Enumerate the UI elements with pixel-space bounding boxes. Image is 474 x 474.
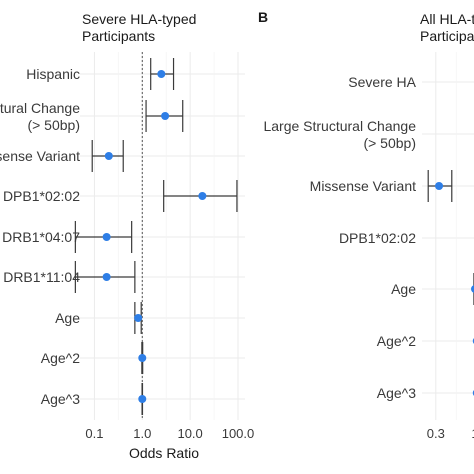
row-label: DRB1*11:04 (3, 269, 80, 285)
row-label: DPB1*02:02 (3, 188, 80, 204)
chart-title-line: Severe HLA-typed (82, 11, 196, 27)
row-label: Age^3 (377, 385, 416, 401)
estimate-point (157, 70, 166, 78)
row-label: Age (391, 281, 416, 297)
x-tick-label: 1.0 (133, 426, 151, 441)
estimate-point (134, 314, 143, 322)
x-tick-label: 0.3 (427, 426, 445, 441)
chart-title-line: All HLA-typed (420, 11, 474, 27)
row-label: Age (55, 310, 80, 326)
chart-title-line: Participants (82, 28, 155, 44)
estimate-point (104, 152, 113, 160)
x-tick-label: 0.1 (85, 426, 103, 441)
row-label: Severe HA (348, 74, 416, 90)
row-label: Age^2 (41, 350, 80, 366)
row-label: DPB1*02:02 (339, 230, 416, 246)
row-label: Age^3 (41, 391, 80, 407)
row-label-line: Structural Change (0, 100, 80, 116)
row-label: Hispanic (26, 66, 80, 82)
row-label: Age^2 (377, 333, 416, 349)
row-label: DRB1*04:07 (2, 229, 80, 245)
estimate-point (161, 112, 170, 120)
x-axis-title: Odds Ratio (129, 445, 199, 461)
row-label-line: (> 50bp) (363, 135, 416, 151)
row-label: Missense Variant (0, 148, 80, 164)
panel-label: B (258, 9, 268, 25)
row-label-line: (> 50bp) (27, 117, 80, 133)
x-tick-label: 100.0 (222, 426, 255, 441)
row-label: Missense Variant (310, 178, 416, 194)
estimate-point (198, 192, 207, 200)
estimate-point (138, 395, 147, 403)
estimate-point (102, 233, 111, 241)
x-tick-label: 10.0 (177, 426, 202, 441)
estimate-point (435, 182, 444, 190)
estimate-point (138, 354, 147, 362)
chart-title-line: Participants (420, 28, 474, 44)
row-label-line: Large Structural Change (263, 118, 416, 134)
estimate-point (471, 285, 474, 293)
x-tick-label: 1. (471, 426, 474, 441)
estimate-point (102, 273, 111, 281)
